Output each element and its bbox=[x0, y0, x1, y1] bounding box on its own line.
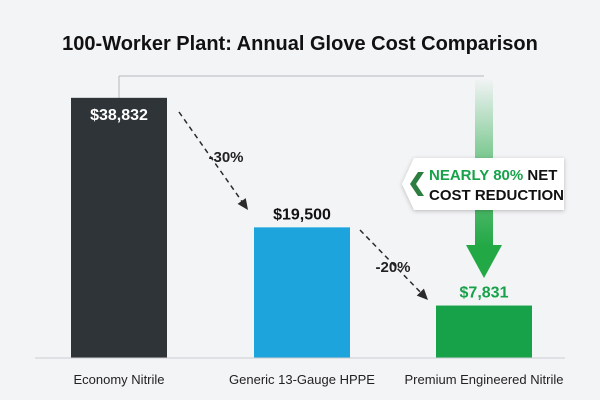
bar-3 bbox=[436, 305, 532, 358]
value-label-2: $19,500 bbox=[273, 206, 331, 223]
step-label-1: -30% bbox=[208, 149, 243, 166]
value-label-3: $7,831 bbox=[460, 285, 509, 302]
callout-word-net: NET bbox=[527, 167, 557, 184]
callout-line-2: COST REDUCTION bbox=[429, 187, 564, 204]
step-arrow-head-icon-1 bbox=[237, 198, 248, 210]
bar-2 bbox=[254, 227, 350, 358]
category-label-1: Economy Nitrile bbox=[73, 372, 164, 387]
chart-title: 100-Worker Plant: Annual Glove Cost Comp… bbox=[62, 33, 538, 55]
step-arrow-line-2 bbox=[359, 229, 423, 295]
bars-layer: $38,832 Economy Nitrile $19,500 Generic 13-… bbox=[71, 97, 564, 387]
step-arrow-head-icon-2 bbox=[416, 288, 428, 300]
bar-1 bbox=[71, 97, 167, 359]
callout-chevron-icon bbox=[410, 172, 424, 196]
category-label-3: Premium Engineered Nitrile bbox=[405, 372, 564, 387]
step-arrow-line-1 bbox=[178, 111, 244, 204]
category-label-2: Generic 13-Gauge HPPE bbox=[229, 372, 375, 387]
callout-box bbox=[402, 158, 564, 210]
step-label-2: -20% bbox=[375, 259, 410, 276]
cost-reduction-callout bbox=[402, 158, 564, 210]
value-label-1: $38,832 bbox=[90, 107, 148, 124]
callout-line-1: NEARLY 80% NET bbox=[429, 167, 557, 184]
callout-highlight: NEARLY 80% bbox=[429, 167, 523, 184]
big-arrow-head bbox=[466, 245, 502, 278]
